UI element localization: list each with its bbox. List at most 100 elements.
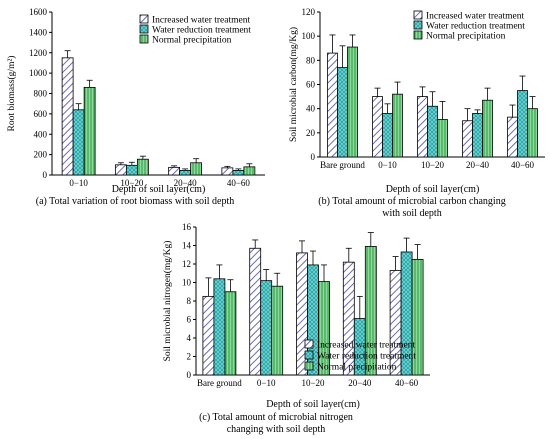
legend-label: Normal precipitation [152,36,232,46]
x-tick-label: 10−20 [120,178,144,188]
x-tick-label: 20−40 [466,160,490,170]
bar [72,109,85,176]
x-tick-label: 10−20 [301,378,325,388]
y-tick-label: 1200 [29,48,48,58]
legend-label: Increased water treatment [152,16,250,26]
y-tick-label: 40 [306,104,316,114]
legend-swatch [413,10,423,20]
bar [437,119,448,158]
x-tick-label: 20−40 [174,178,198,188]
bar [61,57,74,176]
y-tick-label: 20 [306,128,316,138]
chart-c-caption-line1: (c) Total amount of microbial nitrogen [199,412,353,423]
legend-label: Water reduction treatment [152,26,251,36]
bar [179,170,192,176]
x-tick-label: Bare ground [197,378,242,388]
legend-label: Water reduction treatment [317,352,416,362]
bar [221,167,234,176]
chart-root-biomass: 0 200 400 600 800 1000 1200 1400 1600 Root biomas… [6,7,265,207]
x-tick-label: 40−60 [227,178,251,188]
chart-microbial-nitrogen: 0 2 4 6 8 10 12 14 16 Soil microbial nitrogen(mg/… [162,222,430,435]
y-tick-label: 4 [187,333,192,343]
legend-label: Normal precipitation [317,363,397,373]
y-axis-label: Soil microbial carbon(mg/Kg) [288,27,299,142]
y-tick-label: 400 [34,129,48,139]
y-tick-label: 2 [187,352,192,362]
bar [482,99,493,158]
bar [507,116,518,158]
legend-swatch [413,30,423,40]
x-tick-label: 0−10 [378,160,397,170]
y-axis-label: Soil microbial nitrogen(mg/Kg) [162,241,173,362]
y-tick-label: 8 [187,296,192,306]
y-tick-label: 100 [302,31,316,41]
bar [202,295,215,376]
x-axis-label: Depth of soil layer(cm) [386,184,480,195]
bar [271,285,284,376]
bar [243,166,256,176]
bar [213,278,226,376]
y-tick-label: 12 [182,259,191,269]
legend-swatch [139,24,149,34]
y-tick-label: 200 [34,150,48,160]
legend-swatch [304,339,314,349]
y-tick-label: 10 [182,278,192,288]
legend-label: Normal precipitation [426,32,506,42]
bar [392,93,403,158]
bar [168,166,181,176]
y-tick-label: 80 [306,55,316,65]
y-tick-label: 14 [182,241,192,251]
legend-swatch [304,350,314,360]
bar [136,158,149,176]
bar [327,52,338,158]
x-axis-label: Depth of soil layer(cm) [112,184,206,195]
bar [232,170,245,176]
y-tick-label: 1400 [29,27,48,37]
y-tick-label: 600 [34,109,48,119]
x-tick-label: 10−20 [421,160,445,170]
x-tick-label: Bare ground [320,160,365,170]
bar [517,90,528,158]
x-tick-label: 0−10 [69,178,88,188]
bar [125,164,138,176]
legend-swatch [304,361,314,371]
y-tick-label: 800 [34,89,48,99]
y-tick-label: 1600 [29,7,48,17]
bar [417,96,428,158]
legend-swatch [139,34,149,44]
bar [462,120,473,158]
y-tick-label: 0 [311,152,316,162]
bar [190,162,203,176]
x-tick-label: 40−60 [395,378,419,388]
bar [427,105,438,158]
bar [249,247,262,376]
bar [382,113,393,158]
y-tick-label: 60 [306,80,316,90]
legend-swatch [139,14,149,24]
legend-swatch [413,20,423,30]
chart-b-caption-line1: (b) Total amount of microbial carbon cha… [318,196,505,207]
bar [83,86,96,176]
legend-label: Increased water treatment [426,12,524,22]
bar [472,113,483,158]
bar [260,280,273,376]
y-tick-label: 16 [182,222,192,232]
x-axis-label: Depth of soil layer(cm) [266,399,360,410]
bar [372,96,383,158]
chart-a-caption: (a) Total variation of root biomass with… [36,196,235,207]
chart-c-caption-line2: changing with soil depth [227,424,326,435]
y-tick-label: 6 [187,315,192,325]
legend-label: Increased water treatment [317,341,415,351]
x-tick-label: 40−60 [511,160,535,170]
bar [224,291,237,376]
bar [347,46,358,158]
bar [114,164,127,176]
chart-b-caption-line2: with soil depth [382,208,441,219]
bar [527,108,538,158]
bar [337,67,348,158]
y-tick-label: 0 [43,170,48,180]
y-axis-label: Root biomass(g/m²) [6,56,17,132]
y-tick-label: 0 [187,370,192,380]
